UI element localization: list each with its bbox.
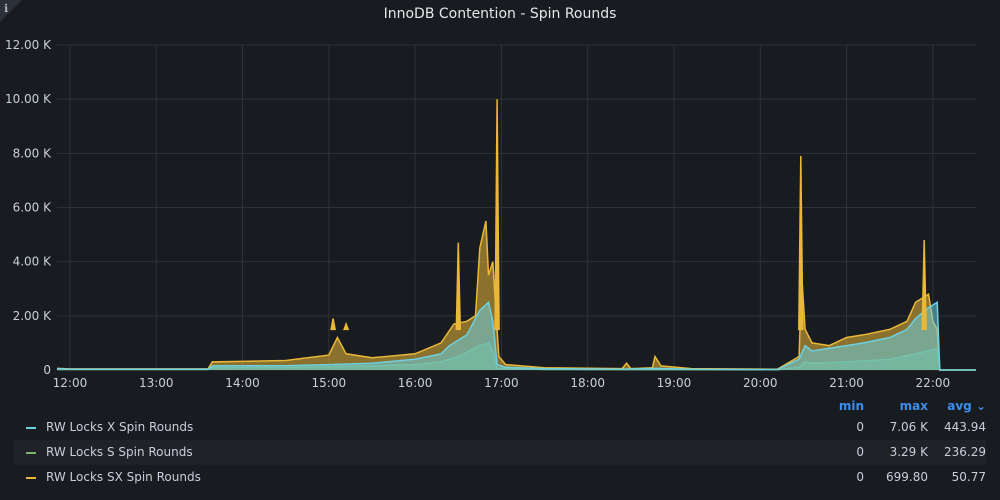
y-tick-label: 2.00 K xyxy=(13,309,53,323)
legend-min-sx: 0 xyxy=(856,470,864,484)
x-tick-label: 18:00 xyxy=(570,376,605,390)
legend-label-s[interactable]: RW Locks S Spin Rounds xyxy=(46,445,193,459)
chart-area: 12:00 13:00 14:00 15:00 16:00 17:00 18:00 19:00… xyxy=(5,38,976,390)
series-spike xyxy=(343,321,350,331)
legend-label-sx[interactable]: RW Locks SX Spin Rounds xyxy=(46,470,201,484)
legend-row-sx[interactable]: RW Locks SX Spin Rounds 0 699.80 50.77 xyxy=(14,465,986,490)
legend-min-x: 0 xyxy=(856,420,864,434)
x-tick-label: 13:00 xyxy=(139,376,174,390)
y-tick-label: 0 xyxy=(43,363,51,377)
series-line-0 xyxy=(56,300,976,371)
y-tick-label: 10.00 K xyxy=(5,92,52,106)
x-tick-label: 15:00 xyxy=(312,376,347,390)
legend-min-s: 0 xyxy=(856,445,864,459)
legend-label-x[interactable]: RW Locks X Spin Rounds xyxy=(46,420,194,434)
x-tick-label: 16:00 xyxy=(398,376,433,390)
panel-title: InnoDB Contention - Spin Rounds xyxy=(383,6,617,22)
series-spike xyxy=(494,99,500,331)
series-spike xyxy=(921,239,927,331)
info-icon[interactable]: ℹ xyxy=(4,2,9,15)
y-tick-label: 8.00 K xyxy=(13,146,53,160)
series-spike xyxy=(330,318,337,331)
y-axis: 0 2.00 K 4.00 K 6.00 K 8.00 K 10.00 K 12.00 K xyxy=(5,38,52,377)
x-tick-label: 22:00 xyxy=(916,376,951,390)
legend-swatch-sx xyxy=(26,477,36,479)
y-tick-label: 4.00 K xyxy=(13,255,53,269)
x-axis: 12:00 13:00 14:00 15:00 16:00 17:00 18:00 19:00… xyxy=(53,376,951,390)
legend-row-x[interactable]: RW Locks X Spin Rounds 0 7.06 K 443.94 xyxy=(14,415,986,440)
x-tick-label: 20:00 xyxy=(743,376,778,390)
legend-avg-s: 236.29 xyxy=(944,445,986,459)
x-tick-label: 14:00 xyxy=(225,376,260,390)
legend-header-min[interactable]: min xyxy=(838,399,864,413)
y-tick-label: 12.00 K xyxy=(5,38,52,52)
x-tick-label: 19:00 xyxy=(657,376,692,390)
info-corner xyxy=(0,0,22,22)
y-tick-label: 6.00 K xyxy=(13,201,53,215)
legend-max-x: 7.06 K xyxy=(889,420,928,434)
x-tick-label: 12:00 xyxy=(53,376,88,390)
legend-max-s: 3.29 K xyxy=(889,445,928,459)
legend-swatch-x xyxy=(26,427,36,429)
legend-header-max[interactable]: max xyxy=(899,399,928,413)
series-spike xyxy=(455,242,462,331)
legend: min max avg ⌄ RW Locks X Spin Rounds 0 7… xyxy=(14,395,986,490)
legend-swatch-s xyxy=(26,452,36,454)
x-tick-label: 17:00 xyxy=(484,376,519,390)
legend-max-sx: 699.80 xyxy=(886,470,928,484)
legend-header-avg[interactable]: avg ⌄ xyxy=(947,399,986,413)
legend-avg-sx: 50.77 xyxy=(951,470,986,484)
chart-grid xyxy=(57,44,976,371)
chart-series xyxy=(56,99,976,371)
legend-avg-x: 443.94 xyxy=(944,420,986,434)
legend-row-s[interactable]: RW Locks S Spin Rounds 0 3.29 K 236.29 xyxy=(14,440,986,465)
series-area-0 xyxy=(57,302,976,370)
x-tick-label: 21:00 xyxy=(829,376,864,390)
series-spike xyxy=(798,155,804,331)
legend-header: min max avg ⌄ xyxy=(14,395,986,415)
